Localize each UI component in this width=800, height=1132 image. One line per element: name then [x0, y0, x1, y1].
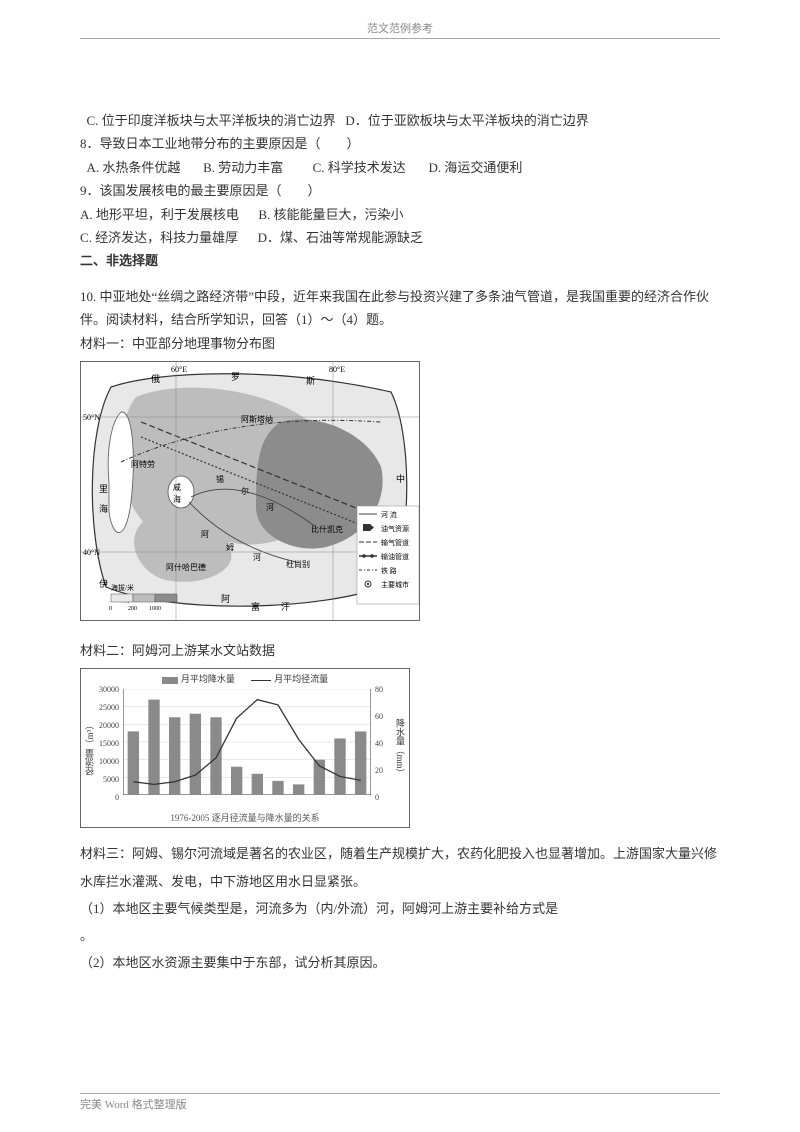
svg-text:输气管道: 输气管道 — [381, 538, 409, 547]
material3-text: 材料三：阿姆、锡尔河流域是著名的农业区，随着生产规模扩大，农药化肥投入也显著增加… — [80, 840, 720, 895]
q9-option-d: D．煤、石油等常规能源缺乏 — [258, 230, 423, 245]
legend-bar-swatch — [162, 677, 178, 684]
svg-text:里: 里 — [99, 484, 108, 494]
q9-options-cd: C. 经济发达，科技力量雄厚 D．煤、石油等常规能源缺乏 — [80, 226, 720, 249]
svg-text:富: 富 — [251, 601, 260, 612]
q8-options: A. 水热条件优越 B. 劳动力丰富 C. 科学技术发达 D. 海运交通便利 — [80, 156, 720, 179]
q8-stem: 8．导致日本工业地带分布的主要原因是（ ） — [80, 132, 720, 155]
svg-text:海: 海 — [173, 494, 181, 504]
svg-text:铁 路: 铁 路 — [381, 566, 397, 575]
svg-text:尔: 尔 — [241, 486, 249, 496]
svg-text:俄: 俄 — [151, 373, 160, 384]
svg-text:咸: 咸 — [173, 482, 181, 492]
svg-text:60°E: 60°E — [171, 365, 187, 374]
legend-line-swatch — [251, 680, 271, 681]
q9-option-a: A. 地形平坦，利于发展核电 — [80, 207, 239, 222]
svg-text:锡: 锡 — [216, 475, 224, 484]
svg-text:阿: 阿 — [201, 530, 209, 539]
svg-text:阿: 阿 — [221, 594, 230, 604]
svg-text:杜尚别: 杜尚别 — [286, 559, 310, 569]
svg-text:主要城市: 主要城市 — [381, 580, 409, 589]
q7-option-d: D．位于亚欧板块与太平洋板块的消亡边界 — [345, 113, 588, 128]
chart-plot-area: 123456789101112 — [123, 689, 371, 795]
svg-text:罗: 罗 — [231, 372, 240, 382]
svg-text:海: 海 — [99, 503, 108, 514]
svg-text:0: 0 — [109, 606, 112, 612]
q8-option-a: A. 水热条件优越 — [87, 160, 181, 175]
svg-text:河 流: 河 流 — [381, 510, 397, 519]
svg-text:斯: 斯 — [306, 375, 315, 386]
q10-sub1-tail: 。 — [80, 922, 720, 949]
q10-stem: 10. 中亚地处“丝绸之路经济带”中段，近年来我国在此参与投资兴建了多条油气管道… — [80, 285, 720, 332]
q10-sub2: （2）本地区水资源主要集中于东部，试分析其原因。 — [80, 949, 720, 976]
svg-text:1000: 1000 — [149, 606, 161, 612]
q8-option-b: B. 劳动力丰富 — [203, 160, 283, 175]
material2-label: 材料二：阿姆河上游某水文站数据 — [80, 639, 720, 662]
q9-option-b: B. 核能能量巨大，污染小 — [258, 207, 403, 222]
svg-text:汗: 汗 — [281, 601, 290, 612]
svg-text:80°E: 80°E — [329, 365, 345, 374]
q9-options-ab: A. 地形平坦，利于发展核电 B. 核能能量巨大，污染小 — [80, 203, 720, 226]
legend-bar-label: 月平均降水量 — [181, 674, 235, 684]
svg-text:40°N: 40°N — [83, 548, 100, 557]
svg-text:姆: 姆 — [226, 542, 234, 552]
q7-options-cd: C. 位于印度洋板块与太平洋板块的消亡边界 D．位于亚欧板块与太平洋板块的消亡边… — [80, 109, 720, 132]
doc-header: 范文范例参考 — [80, 20, 720, 39]
svg-text:50°N: 50°N — [83, 413, 100, 422]
section2-title: 二、非选择题 — [80, 249, 720, 272]
doc-footer: 完美 Word 格式整理版 — [80, 1093, 720, 1112]
svg-text:油气资源: 油气资源 — [381, 524, 409, 533]
svg-text:中: 中 — [396, 473, 405, 484]
q9-option-c: C. 经济发达，科技力量雄厚 — [80, 230, 238, 245]
central-asia-map: 60°E 80°E 50°N 40°N 俄 罗 斯 中 国 伊 朗 阿 富 汗 … — [80, 361, 420, 621]
chart-caption: 1976-2005 逐月径流量与降水量的关系 — [81, 811, 409, 824]
svg-text:河: 河 — [266, 502, 274, 512]
svg-text:200: 200 — [128, 606, 137, 612]
svg-text:输油管道: 输油管道 — [381, 552, 409, 561]
svg-text:海拔/米: 海拔/米 — [111, 583, 134, 592]
svg-text:阿斯塔纳: 阿斯塔纳 — [241, 414, 273, 424]
map-legend: 河 流 油气资源 输气管道 输油管道 铁 路 主要城市 — [357, 506, 419, 604]
svg-text:河: 河 — [253, 552, 261, 562]
chart-legend: 月平均降水量 月平均径流量 — [81, 672, 409, 685]
material1-label: 材料一：中亚部分地理事物分布图 — [80, 332, 720, 355]
q10-sub1: （1）本地区主要气候类型是，河流多为（内/外流）河，阿姆河上游主要补给方式是 — [80, 895, 720, 922]
q9-stem: 9．该国发展核电的最主要原因是（ ） — [80, 179, 720, 202]
svg-text:比什凯克: 比什凯克 — [311, 524, 343, 534]
q8-option-d: D. 海运交通便利 — [428, 160, 522, 175]
svg-text:伊: 伊 — [99, 578, 108, 589]
q7-option-c: C. 位于印度洋板块与太平洋板块的消亡边界 — [87, 113, 336, 128]
svg-text:阿什哈巴德: 阿什哈巴德 — [166, 562, 206, 572]
hydro-chart: 月平均降水量 月平均径流量 径流量（m³） 降水量（mm） 1234567891… — [80, 668, 410, 828]
legend-line-label: 月平均径流量 — [274, 674, 328, 684]
svg-text:阿特劳: 阿特劳 — [131, 459, 155, 469]
q8-option-c: C. 科学技术发达 — [313, 160, 406, 175]
